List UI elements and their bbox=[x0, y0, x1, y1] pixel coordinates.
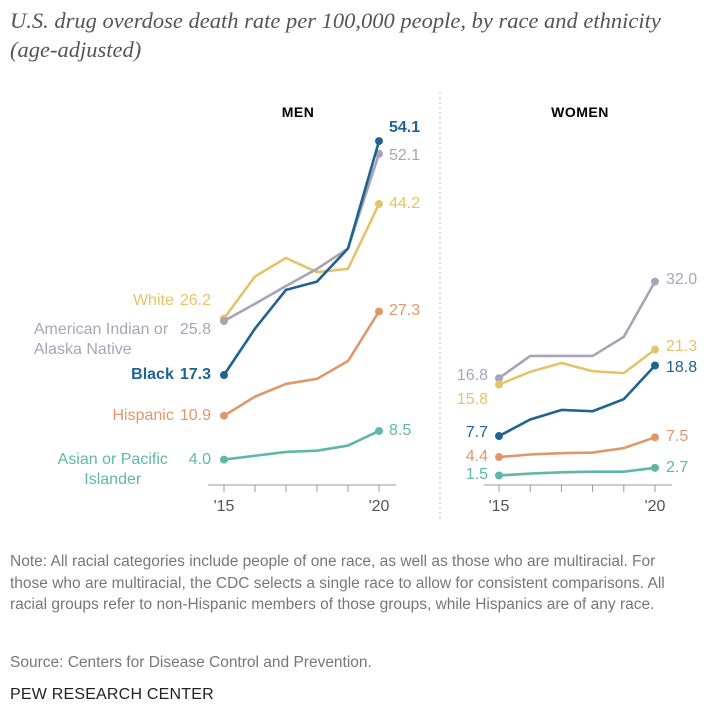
series-name: Asian or Pacific Islander bbox=[57, 450, 168, 488]
point bbox=[651, 463, 659, 472]
value-label: 8.5 bbox=[389, 421, 412, 439]
panel-title: WOMEN bbox=[551, 104, 609, 120]
point bbox=[375, 200, 383, 209]
x-tick-label: '15 bbox=[213, 498, 235, 515]
point bbox=[375, 137, 383, 146]
series-name: White bbox=[132, 292, 174, 310]
value-label: 17.3 bbox=[179, 366, 211, 384]
value-label: 26.2 bbox=[179, 292, 211, 310]
series-line bbox=[222, 140, 381, 376]
value-label: 1.5 bbox=[465, 466, 488, 484]
series-line bbox=[223, 429, 380, 461]
panel-title: MEN bbox=[281, 104, 315, 120]
x-tick-label: '20 bbox=[644, 498, 666, 515]
series-line bbox=[223, 310, 381, 417]
series-line bbox=[222, 203, 381, 320]
value-label: 16.8 bbox=[456, 367, 488, 385]
point bbox=[220, 411, 228, 420]
value-label: 52.1 bbox=[389, 146, 421, 164]
value-label: 2.7 bbox=[666, 458, 689, 476]
x-tick-label: '20 bbox=[368, 498, 390, 515]
start-label: Hispanic 10.9 bbox=[113, 406, 212, 426]
point bbox=[220, 371, 228, 380]
value-label: 21.3 bbox=[666, 337, 698, 355]
point bbox=[651, 361, 659, 370]
value-label: 54.1 bbox=[389, 119, 421, 137]
value-label: 7.7 bbox=[465, 424, 488, 442]
start-label: 1.5 bbox=[466, 465, 488, 485]
point bbox=[495, 432, 503, 441]
value-label: 44.2 bbox=[389, 195, 421, 212]
value-label: 7.5 bbox=[666, 428, 689, 446]
series-line bbox=[498, 280, 657, 380]
value-label: 18.8 bbox=[666, 359, 698, 377]
point bbox=[495, 380, 503, 389]
note: Note: All racial categories include peop… bbox=[10, 553, 665, 613]
point bbox=[651, 433, 659, 442]
point bbox=[651, 277, 659, 286]
value-label: 10.9 bbox=[179, 406, 211, 424]
start-label: 7.7 bbox=[466, 423, 488, 443]
point bbox=[375, 307, 383, 316]
series-name: American Indian or Alaska Native bbox=[33, 320, 169, 358]
value-label: 25.8 bbox=[179, 320, 211, 338]
series-line bbox=[498, 466, 656, 477]
start-label: White 26.2 bbox=[133, 291, 211, 311]
series-name: Black bbox=[131, 366, 174, 384]
point bbox=[651, 345, 659, 354]
point bbox=[495, 374, 503, 383]
value-label: 32.0 bbox=[666, 270, 698, 288]
series-name: Hispanic bbox=[112, 406, 174, 424]
brand: PEW RESEARCH CENTER bbox=[10, 686, 214, 703]
point bbox=[495, 471, 503, 480]
series-line bbox=[498, 364, 656, 438]
series-line bbox=[498, 348, 656, 386]
value-label: 4.0 bbox=[188, 450, 211, 468]
source: Source: Centers for Disease Control and … bbox=[10, 654, 372, 671]
point bbox=[495, 453, 503, 462]
x-tick-label: '15 bbox=[488, 498, 510, 515]
start-label: 16.8 bbox=[457, 366, 488, 386]
start-label: 4.4 bbox=[466, 447, 488, 467]
point bbox=[375, 426, 383, 435]
value-label: 15.8 bbox=[456, 390, 488, 408]
start-label: Black 17.3 bbox=[131, 365, 211, 385]
start-label: American Indian or Alaska Native 25.8 bbox=[34, 320, 211, 360]
point bbox=[220, 316, 228, 325]
chart-title: U.S. drug overdose death rate per 100,00… bbox=[10, 8, 661, 62]
series-line bbox=[223, 153, 381, 323]
value-label: 4.4 bbox=[465, 448, 488, 466]
start-label: 15.8 bbox=[457, 390, 488, 410]
value-label: 27.3 bbox=[389, 302, 421, 320]
series-line bbox=[498, 436, 656, 459]
start-label: Asian or Pacific Islander 4.0 bbox=[43, 450, 211, 490]
point bbox=[220, 455, 228, 464]
